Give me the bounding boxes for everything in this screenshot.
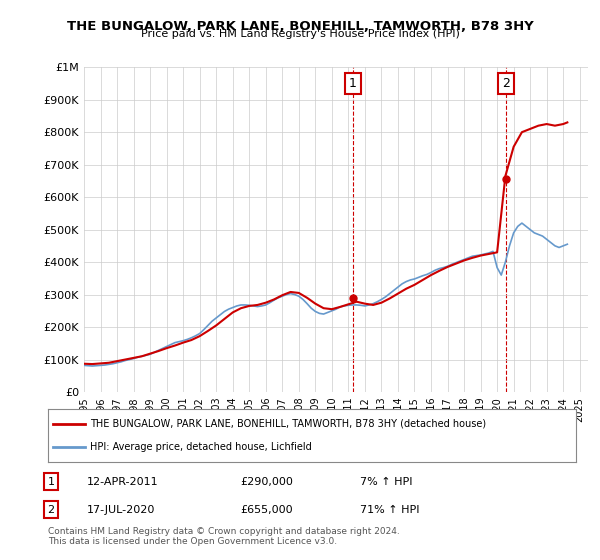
Text: Contains HM Land Registry data © Crown copyright and database right 2024.
This d: Contains HM Land Registry data © Crown c… [48,526,400,546]
Text: 2: 2 [47,505,55,515]
Text: 7% ↑ HPI: 7% ↑ HPI [360,477,413,487]
Text: Price paid vs. HM Land Registry's House Price Index (HPI): Price paid vs. HM Land Registry's House … [140,29,460,39]
Text: HPI: Average price, detached house, Lichfield: HPI: Average price, detached house, Lich… [90,442,312,452]
Text: 1: 1 [47,477,55,487]
Text: £290,000: £290,000 [240,477,293,487]
Text: 12-APR-2011: 12-APR-2011 [87,477,158,487]
Text: THE BUNGALOW, PARK LANE, BONEHILL, TAMWORTH, B78 3HY (detached house): THE BUNGALOW, PARK LANE, BONEHILL, TAMWO… [90,419,487,429]
Text: THE BUNGALOW, PARK LANE, BONEHILL, TAMWORTH, B78 3HY: THE BUNGALOW, PARK LANE, BONEHILL, TAMWO… [67,20,533,32]
Text: 2: 2 [502,77,510,90]
Text: £655,000: £655,000 [240,505,293,515]
Text: 1: 1 [349,77,357,90]
Text: 71% ↑ HPI: 71% ↑ HPI [360,505,419,515]
Text: 17-JUL-2020: 17-JUL-2020 [87,505,155,515]
